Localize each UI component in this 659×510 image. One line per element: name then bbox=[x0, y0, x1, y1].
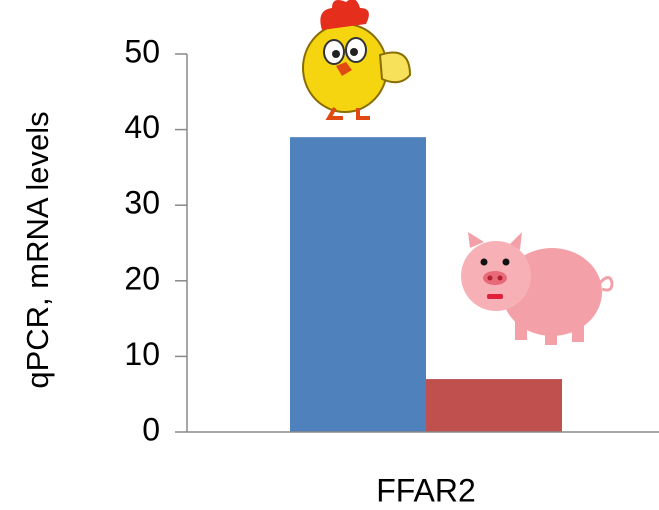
bar bbox=[426, 379, 562, 432]
pig-icon bbox=[461, 232, 614, 345]
y-tick-label: 40 bbox=[124, 109, 160, 145]
y-tick-label: 0 bbox=[142, 411, 160, 447]
icons bbox=[302, 0, 614, 345]
bar bbox=[290, 137, 426, 432]
y-tick-label: 20 bbox=[124, 260, 160, 296]
y-tick-label: 50 bbox=[124, 33, 160, 69]
y-axis-label: qPCR, mRNA levels bbox=[20, 111, 55, 388]
x-tick-label: FFAR2 bbox=[376, 472, 476, 508]
y-tick-label: 10 bbox=[124, 336, 160, 372]
chicken-icon bbox=[302, 0, 412, 120]
y-tick-label: 30 bbox=[124, 185, 160, 221]
